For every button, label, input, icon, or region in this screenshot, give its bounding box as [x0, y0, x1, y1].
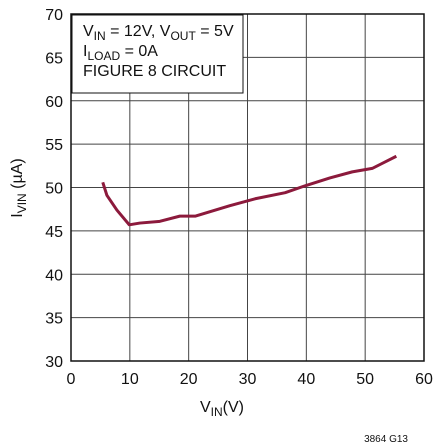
- plot-frame: [70, 13, 425, 362]
- y-axis-label-part: I: [9, 213, 26, 217]
- y-axis-label-part: (µA): [9, 158, 26, 193]
- y-tick-label: 35: [45, 311, 63, 328]
- y-tick-label: 65: [45, 50, 63, 67]
- y-tick-label: 40: [45, 267, 63, 284]
- annotation-sub: OUT: [170, 29, 196, 43]
- x-tick-label: 0: [67, 371, 76, 388]
- y-tick-label: 45: [45, 224, 63, 241]
- y-tick-label: 30: [45, 354, 63, 371]
- x-tick-label: 30: [239, 371, 257, 388]
- y-tick-label: 70: [45, 7, 63, 24]
- x-axis-label-sub: IN: [211, 405, 223, 419]
- annotation-sub: LOAD: [87, 49, 120, 63]
- x-tick-label: 50: [356, 371, 374, 388]
- footnote: 3864 G13: [364, 434, 408, 445]
- data-line: [101, 154, 398, 227]
- annotation: FIGURE 8 CIRCUIT: [83, 63, 226, 80]
- x-tick-label: 60: [415, 371, 433, 388]
- annotation-part: = 5V: [196, 23, 234, 40]
- annotation-part: I: [83, 43, 87, 60]
- annotation-part: V: [83, 23, 94, 40]
- x-tick-label: 40: [297, 371, 315, 388]
- annotation-sub: IN: [94, 29, 106, 43]
- y-tick-label: 60: [45, 94, 63, 111]
- annotation: ILOAD = 0A: [83, 43, 158, 63]
- annotation-part: = 0A: [120, 43, 158, 60]
- y-tick-label: 55: [45, 137, 63, 154]
- x-axis-label-part: V: [200, 399, 211, 416]
- x-axis-label: VIN(V): [200, 399, 244, 419]
- y-axis-label-sub: VIN: [15, 193, 29, 213]
- x-tick-label: 10: [121, 371, 139, 388]
- annotation-box: [71, 14, 244, 94]
- y-axis-label: IVIN (µA): [9, 158, 29, 217]
- annotation: VIN = 12V, VOUT = 5V: [83, 23, 234, 43]
- y-tick-label: 50: [45, 181, 63, 198]
- annotation-part: = 12V, V: [106, 23, 171, 40]
- x-axis-label-part: (V): [223, 399, 244, 416]
- x-tick-label: 20: [180, 371, 198, 388]
- annotation-part: FIGURE 8 CIRCUIT: [83, 63, 226, 80]
